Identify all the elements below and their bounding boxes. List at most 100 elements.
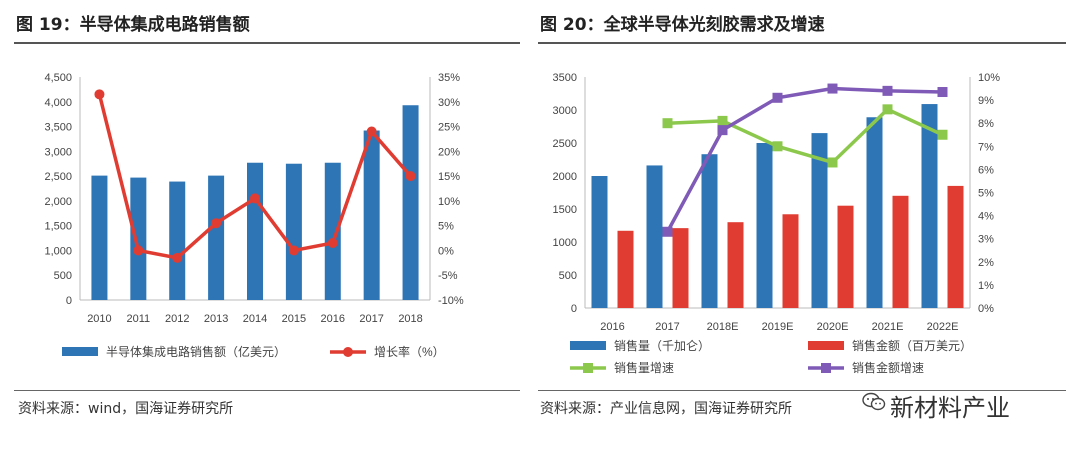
y-tick-label: 3,500: [44, 122, 72, 134]
y-tick-label: 2,500: [44, 171, 72, 183]
x-tick-label: 2021E: [872, 321, 904, 333]
x-tick-label: 2017: [359, 313, 383, 325]
x-tick-label: 2018: [398, 313, 422, 325]
line-point: [772, 141, 783, 152]
legend-label: 半导体集成电路销售额（亿美元）: [106, 344, 286, 359]
series-line: [665, 86, 943, 233]
y-tick-label: 500: [54, 270, 72, 282]
bar: [324, 162, 341, 300]
bar: [701, 154, 718, 308]
legend-swatch: [62, 347, 98, 356]
x-tick-label: 2014: [243, 313, 267, 325]
legend-label: 增长率（%）: [374, 344, 445, 359]
y-tick-label: 0: [66, 295, 72, 307]
y2-tick-label: 2%: [978, 257, 994, 269]
series-line: [667, 107, 944, 165]
line-point: [772, 92, 783, 103]
legend-label: 销售量（千加仑）: [614, 338, 710, 353]
legend-label: 销售量增速: [614, 360, 674, 375]
y-tick-label: 4,000: [44, 97, 72, 109]
x-tick-label: 2022E: [927, 321, 959, 333]
line-point: [717, 125, 728, 136]
x-tick-label: 2010: [87, 313, 111, 325]
y-tick-label: 500: [559, 270, 577, 282]
line-point: [937, 129, 948, 140]
right-figure-title: 图 20：全球半导体光刻胶需求及增速: [540, 15, 825, 35]
bar: [91, 175, 108, 300]
title-rule-right: [538, 42, 1066, 44]
y2-tick-label: 5%: [978, 188, 994, 200]
y2-tick-label: 15%: [438, 171, 460, 183]
x-tick-label: 2012: [165, 313, 189, 325]
y2-tick-label: 9%: [978, 95, 994, 107]
wechat-icon: [862, 392, 886, 411]
legend-label: 销售金额（百万美元）: [852, 338, 972, 353]
x-tick-label: 2016: [600, 321, 624, 333]
left-chart: 0 500 1,000 1,500 2,000 2,500 3,000 3,500 4,000 4…: [44, 72, 463, 359]
source-rule-left: [14, 390, 520, 391]
y-tick-label: 0: [571, 303, 577, 315]
y2-tick-label: 8%: [978, 118, 994, 130]
bar: [947, 185, 964, 308]
y-tick-label: 2500: [553, 138, 577, 150]
x-tick-label: 2020E: [817, 321, 849, 333]
line-point: [211, 218, 222, 229]
y2-tick-label: 20%: [438, 146, 460, 158]
line-point: [662, 118, 673, 129]
bar: [402, 105, 419, 300]
y-tick-label: 1000: [553, 237, 577, 249]
legend-marker: [343, 347, 353, 357]
y2-tick-label: 35%: [438, 72, 460, 84]
x-tick-label: 2011: [127, 313, 151, 325]
line-point: [133, 245, 144, 256]
y-tick-label: 2000: [553, 171, 577, 183]
line-point: [882, 104, 893, 115]
line-point: [937, 87, 948, 98]
bar: [811, 133, 828, 308]
y2-tick-label: 1%: [978, 280, 994, 292]
bar: [921, 104, 938, 308]
bar: [892, 195, 909, 308]
x-tick-label: 2018E: [707, 321, 739, 333]
y2-tick-label: 3%: [978, 234, 994, 246]
line-point: [827, 83, 838, 94]
bar: [782, 214, 799, 308]
line-point: [250, 193, 260, 204]
left-source-note: 资料来源：wind，国海证券研究所: [18, 401, 234, 417]
y-tick-label: 3500: [553, 72, 577, 84]
line-point: [366, 126, 377, 137]
left-figure-title: 图 19：半导体集成电路销售额: [16, 15, 250, 35]
bar: [130, 177, 147, 300]
legend-label: 销售金额增速: [852, 360, 924, 375]
y2-tick-label: 0%: [978, 303, 994, 315]
y-tick-label: 1,000: [44, 245, 72, 257]
bar: [646, 165, 663, 308]
bar: [208, 175, 225, 300]
y2-tick-label: 5%: [438, 221, 454, 233]
x-tick-label: 2013: [204, 313, 228, 325]
right-chart: 0 500 1000 1500 2000 2500 3000 3500 0% 1% 2% 3% 4% 5%…: [553, 72, 1001, 375]
line-point: [717, 115, 728, 126]
bar: [727, 222, 744, 308]
title-rule-left: [14, 42, 520, 44]
legend-swatch: [570, 341, 606, 350]
bar: [285, 163, 302, 300]
y2-tick-label: 6%: [978, 164, 994, 176]
y2-tick-label: 25%: [438, 122, 460, 134]
bar: [672, 228, 689, 308]
source-rule-right: [538, 390, 1066, 391]
y-tick-label: 2,000: [44, 196, 72, 208]
line-point: [827, 157, 838, 168]
y2-tick-label: 10%: [438, 196, 460, 208]
y2-tick-label: 10%: [978, 72, 1000, 84]
line-point: [882, 85, 893, 96]
y2-tick-label: -5%: [438, 270, 458, 282]
bar: [591, 176, 608, 308]
legend-marker: [821, 363, 831, 373]
watermark-text: 新材料产业: [890, 394, 1010, 422]
y-tick-label: 1500: [553, 204, 577, 216]
y-tick-label: 3000: [553, 105, 577, 117]
bar: [363, 130, 380, 300]
x-tick-label: 2019E: [762, 321, 794, 333]
x-tick-label: 2015: [282, 313, 306, 325]
